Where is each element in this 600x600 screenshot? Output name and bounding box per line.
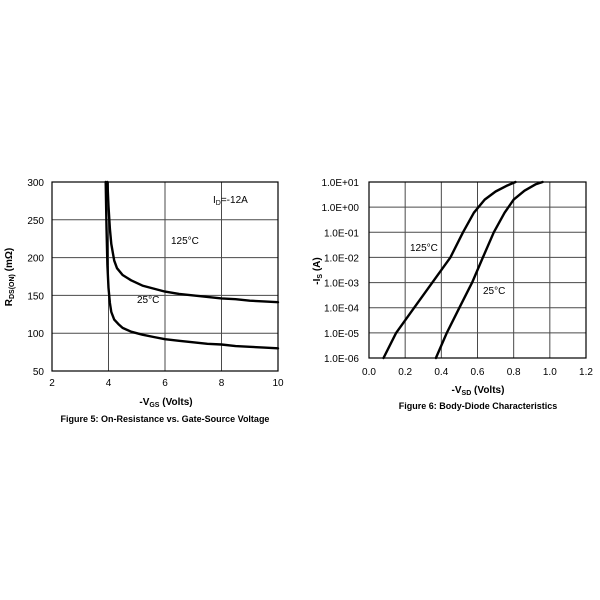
figure-6-label-25c: 25°C [483,286,505,297]
figure-6-y-tick-label: 1.0E-05 [324,329,359,340]
figure-5-label-125c: 125°C [171,236,199,247]
figure-5-y-tick-label: 150 [27,291,44,302]
figure-6-y-tick-label: 1.0E-02 [324,253,359,264]
figure-6-x-axis-label: -VSD (Volts) [452,385,505,397]
figure-5-y-tick-label: 100 [27,329,44,340]
figure-6-y-tick-label: 1.0E-04 [324,304,359,315]
figure-5-x-tick-label: 4 [106,378,112,389]
figure-5-x-tick-label: 2 [49,378,55,389]
figure-5-x-tick-labels: 2 4 6 8 10 [49,378,284,389]
figure-6-x-tick-labels: 0.0 0.2 0.4 0.6 0.8 1.0 1.2 [362,367,593,378]
figure-5-x-axis-label: -VGS (Volts) [139,397,192,409]
figure-5-gridlines [51,181,279,372]
figure-6-y-axis-label: -IS (A) [312,257,324,284]
figure-5-y-tick-label: 300 [27,178,44,189]
figure-6-x-tick-label: 0.4 [434,367,448,378]
figure-6-y-tick-label: 1.0E+01 [321,178,359,189]
figure-6-x-tick-label: 0.0 [362,367,376,378]
figure-5-y-axis-label: RDS(ON) (mΩ) [4,248,16,306]
figure-5-plot-area [51,181,279,372]
figure-6-y-tick-label: 1.0E-01 [324,228,359,239]
figure-5-y-tick-label: 50 [33,367,45,378]
figure-5-label-25c: 25°C [137,295,159,306]
figure-5-x-tick-label: 6 [162,378,168,389]
figure-5-y-tick-label: 250 [27,216,44,227]
figure-6-x-tick-label: 1.0 [543,367,557,378]
figure-6-plot-area [368,181,587,359]
figure-6: 1.0E+01 1.0E+00 1.0E-01 1.0E-02 1.0E-03 1.0E-… [312,178,593,411]
figure-5-series-25c-line [104,180,280,350]
figure-6-label-125c: 125°C [410,243,438,254]
figure-5-x-tick-label: 8 [219,378,225,389]
figure-6-caption: Figure 6: Body-Diode Characteristics [399,401,558,411]
figure-6-curves [382,180,544,360]
figure-6-x-tick-label: 0.6 [471,367,485,378]
figure-6-x-tick-label: 0.8 [507,367,521,378]
figure-6-y-tick-label: 1.0E-03 [324,279,359,290]
figure-5-curves [104,180,280,350]
figure-5-series-125c-line [106,180,280,304]
figure-6-x-tick-label: 0.2 [398,367,412,378]
figure-6-y-tick-label: 1.0E-06 [324,354,359,365]
figure-5-caption: Figure 5: On-Resistance vs. Gate-Source … [61,414,270,424]
figure-5-current-annotation: ID=-12A [213,195,248,207]
figure-6-series-25c-line [434,180,544,360]
figure-6-x-tick-label: 1.2 [579,367,593,378]
figure-5-y-tick-labels: 300 250 200 150 100 50 [27,178,44,378]
figure-5: 300 250 200 150 100 50 2 4 6 8 10 ID=-12A 125°C 2… [4,178,284,424]
figure-5-y-tick-label: 200 [27,254,44,265]
figure-6-y-tick-labels: 1.0E+01 1.0E+00 1.0E-01 1.0E-02 1.0E-03 1.0E-… [321,178,359,365]
figure-6-series-125c-line [382,180,517,360]
figure-5-x-tick-label: 10 [272,378,284,389]
figure-6-y-tick-label: 1.0E+00 [321,203,359,214]
